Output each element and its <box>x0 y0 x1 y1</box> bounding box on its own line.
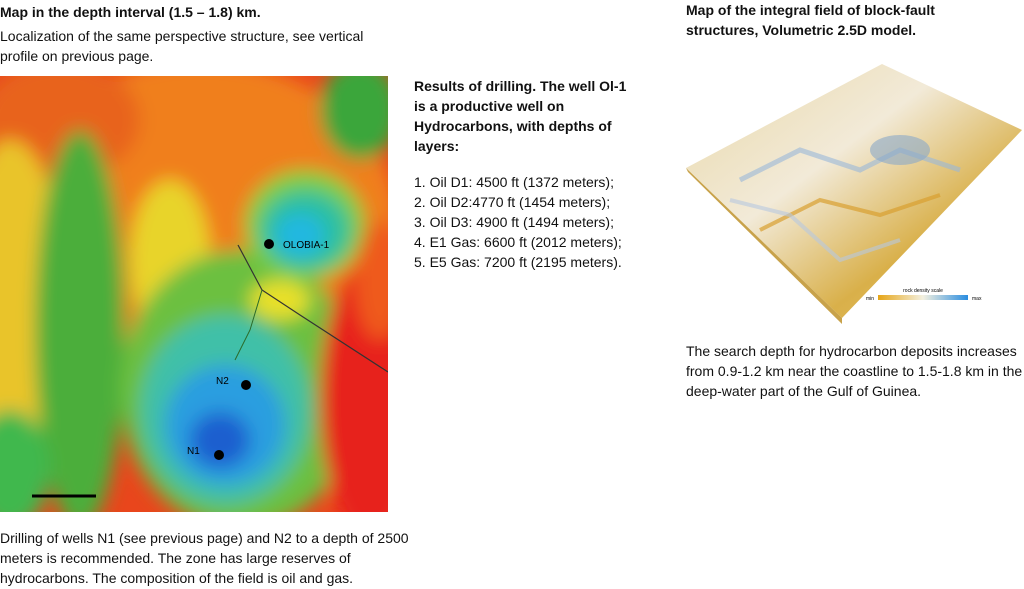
layer-item: 4. E1 Gas: 6600 ft (2012 meters); <box>414 234 622 250</box>
right-title: Map of the integral field of block-fault… <box>686 2 935 38</box>
well-label: OLOBIA-1 <box>283 240 330 251</box>
legend-max: max <box>972 296 982 302</box>
depth-map: OLOBIA-1 N2 N1 <box>0 76 388 512</box>
right-caption: The search depth for hydrocarbon deposit… <box>686 343 1023 399</box>
layer-item: 3. Oil D3: 4900 ft (1494 meters); <box>414 214 614 230</box>
layer-item: 5. E5 Gas: 7200 ft (2195 meters). <box>414 254 622 270</box>
layer-list: 1. Oil D1: 4500 ft (1372 meters); 2. Oil … <box>414 172 622 272</box>
drilling-heading: Results of drilling. The well Ol-1 is a … <box>414 78 627 154</box>
legend-min: min <box>866 296 874 302</box>
well-label: N2 <box>216 376 229 387</box>
left-subtitle: Localization of the same perspective str… <box>0 28 364 64</box>
volumetric-model: rock density scale min max <box>686 64 1022 324</box>
legend-title: rock density scale <box>903 288 943 294</box>
well-label: N1 <box>187 446 200 457</box>
layer-item: 2. Oil D2:4770 ft (1454 meters); <box>414 194 611 210</box>
left-title: Map in the depth interval (1.5 – 1.8) km… <box>0 4 261 20</box>
layer-item: 1. Oil D1: 4500 ft (1372 meters); <box>414 174 614 190</box>
left-caption: Drilling of wells N1 (see previous page)… <box>0 530 409 586</box>
